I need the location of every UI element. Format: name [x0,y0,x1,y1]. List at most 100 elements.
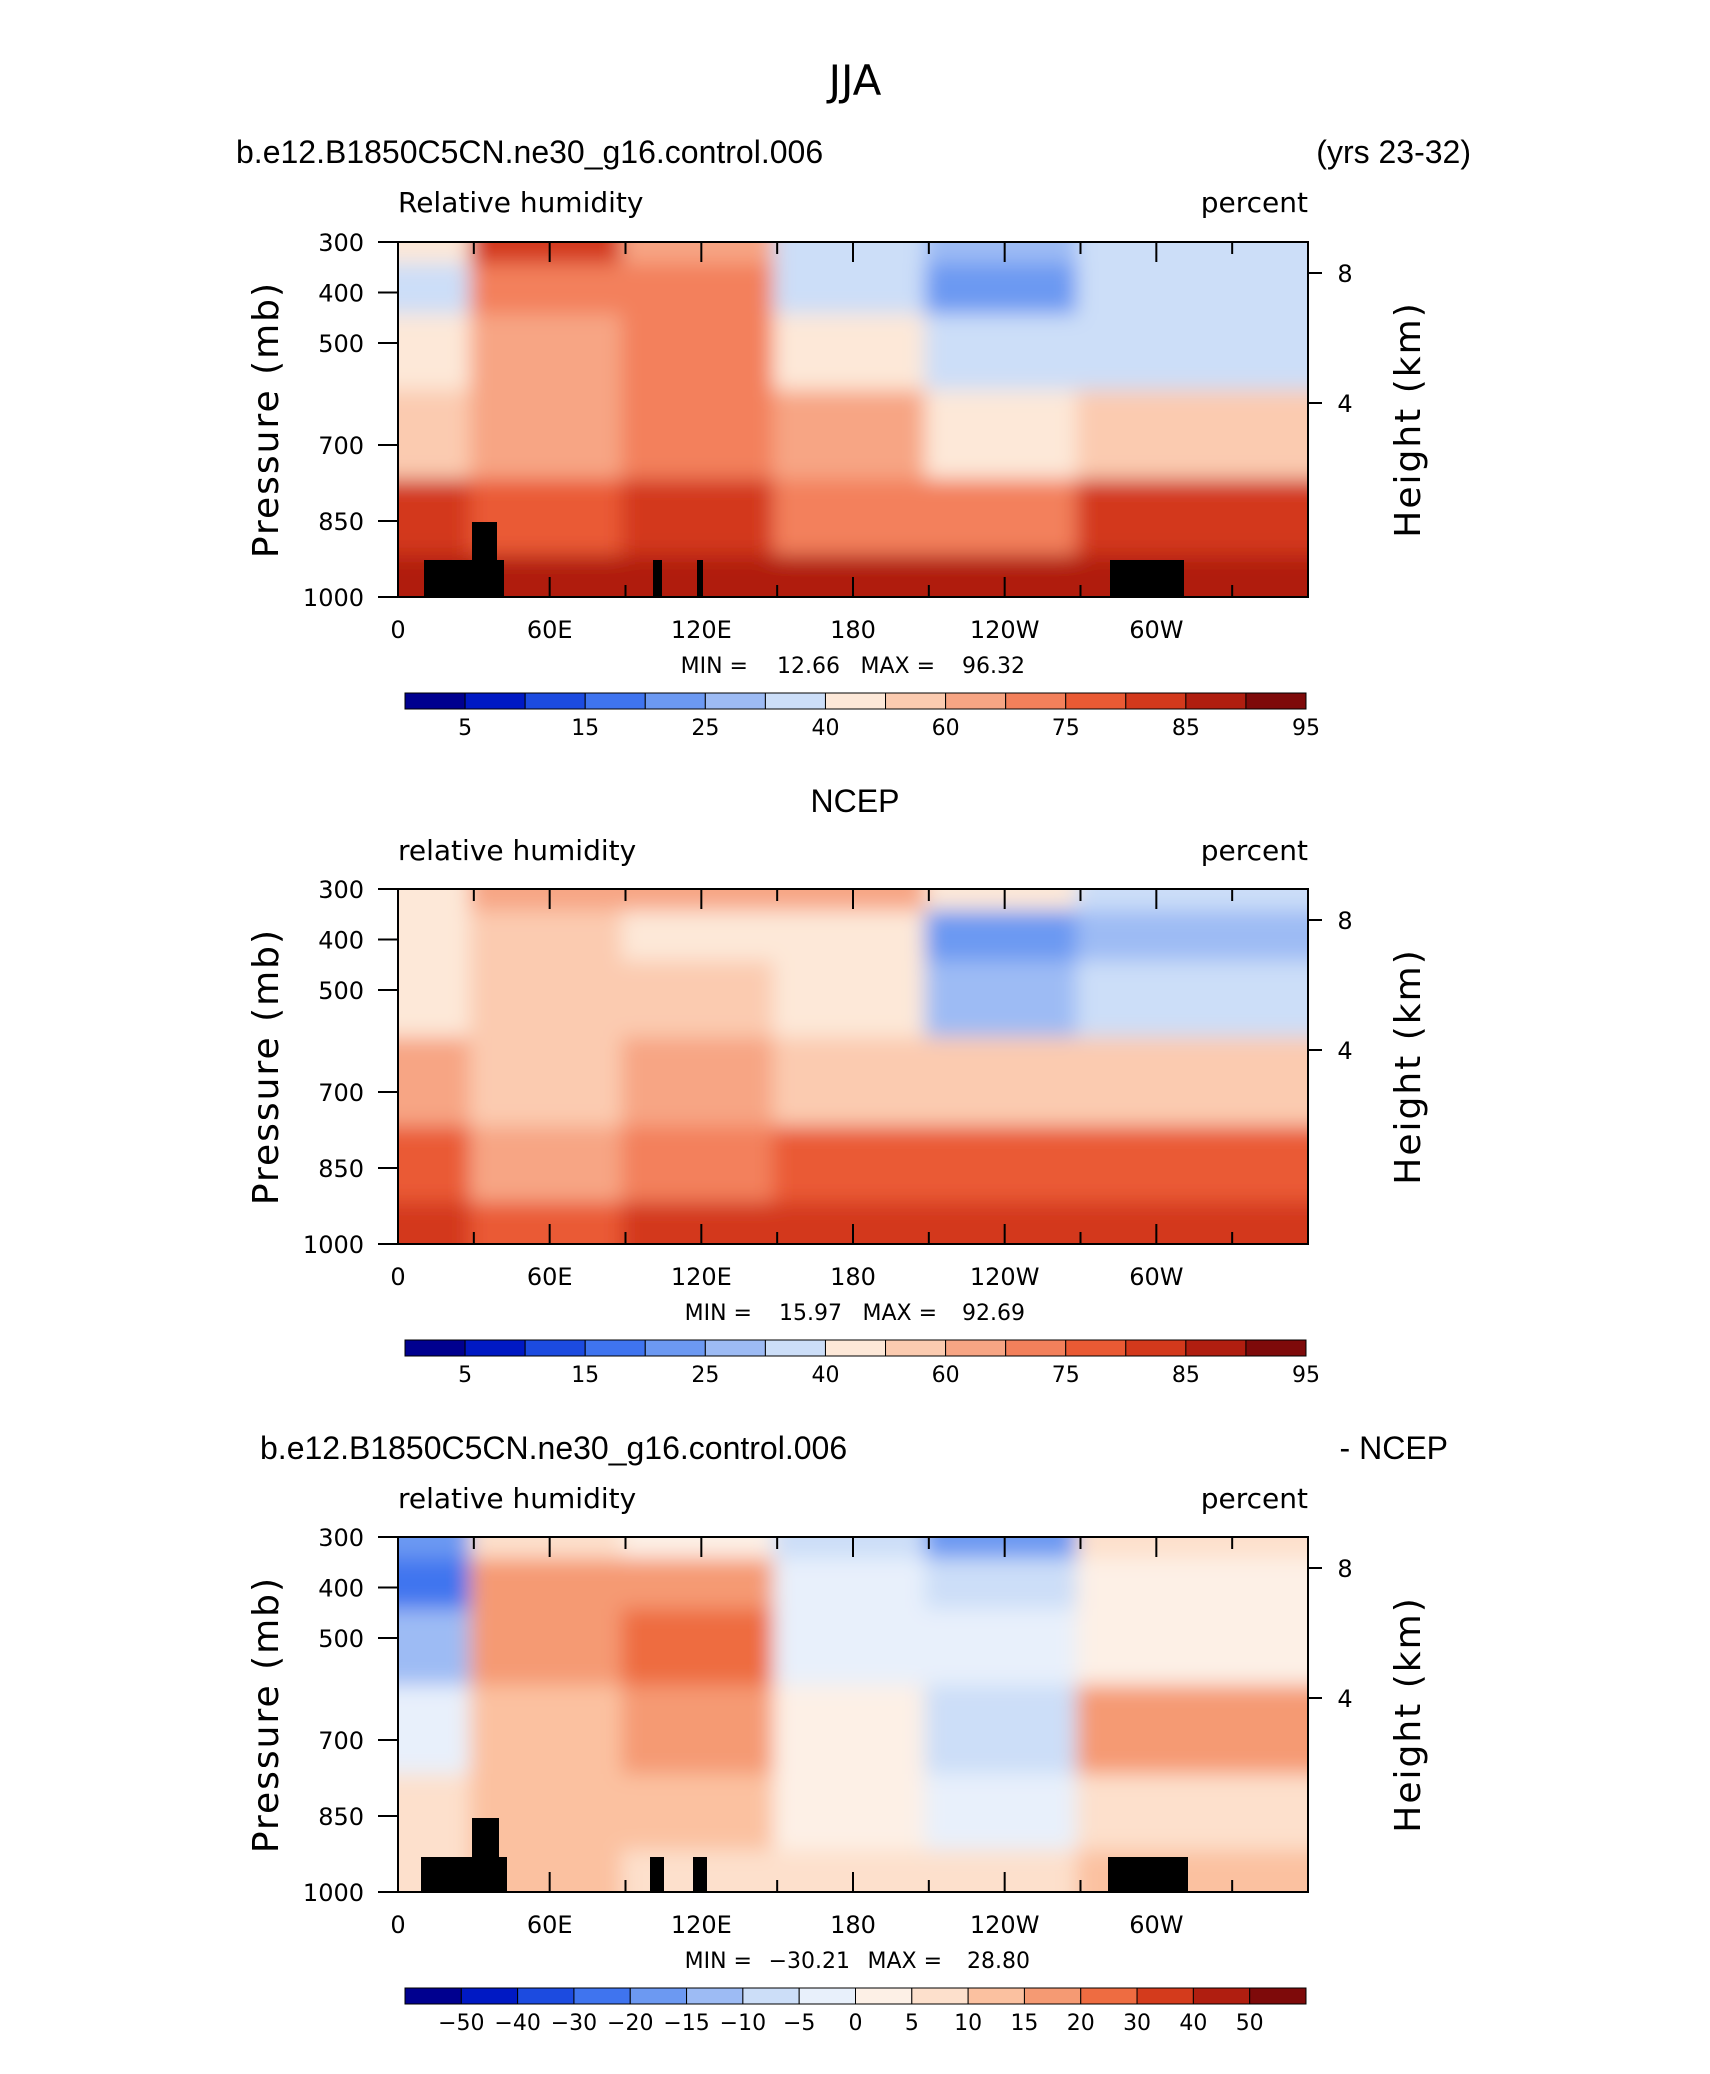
pressure-tick-label: 400 [318,1575,364,1603]
lon-tick-label: 60E [527,1263,573,1291]
colorbar-swatch [517,1987,575,2005]
field-cell [398,390,478,487]
panel-3-right-title: - NCEP [1340,1430,1448,1466]
field-cell [1076,1037,1308,1134]
panel-1-plot-field [398,242,1308,597]
panel-3-colorbar: −50 −40 −30 −20 −15 −10 −5 0 5 10 15 20 30 40 50 [404,1987,1307,2036]
colorbar-swatch [1192,1987,1251,2005]
panel-1-terrain-block [424,560,504,597]
field-cell [469,1037,630,1134]
pressure-tick-label: 1000 [303,1231,364,1259]
panel-1-terrain-block [1110,560,1184,597]
panel-3-left-title: b.e12.B1850C5CN.ne30_g16.control.006 [260,1430,847,1466]
lon-tick-label: 60E [527,616,573,644]
colorbar-label: 20 [1067,2011,1095,2036]
y2-axis-title: Height (km) [1388,948,1429,1184]
colorbar-swatch [945,1339,1007,1357]
colorbar-swatch [686,1987,744,2005]
colorbar-label: 60 [932,1363,960,1388]
panel-1-terrain-block [653,560,662,597]
lon-tick-label: 120E [671,616,732,644]
field-cell [398,1202,478,1244]
colorbar-label: −15 [663,2011,709,2036]
panel-1-units-label: percent [1201,186,1308,219]
colorbar-swatch [824,692,887,710]
panel-3-axes: 300 400 500 700 850 1000 8 4 0 60E 120E 180 120W 60W P… [246,1524,1429,1939]
field-cell [398,1685,478,1782]
field-cell [398,960,478,1045]
panel-2-max-value: 92.69 [962,1301,1025,1326]
field-cell [1076,1558,1308,1617]
lon-tick-label: 120W [970,616,1040,644]
colorbar-swatch [742,1987,800,2005]
field-cell [469,1608,630,1693]
colorbar-swatch [1245,1339,1307,1357]
panel-3-terrain-block [693,1857,707,1892]
colorbar-swatch [885,692,947,710]
pressure-tick-label: 500 [318,1625,364,1653]
colorbar-label: 15 [1010,2011,1038,2036]
field-cell [924,390,1085,487]
field-cell [469,313,630,398]
colorbar-swatch [1065,1339,1127,1357]
y-axis-title: Pressure (mb) [246,928,287,1205]
lon-tick-label: 180 [830,1263,876,1291]
field-cell [1076,390,1308,487]
field-cell [773,479,933,563]
colorbar-label: 5 [458,1363,472,1388]
field-cell [469,1126,630,1210]
panel-1-right-title: (yrs 23-32) [1316,134,1471,170]
field-cell [924,960,1085,1045]
colorbar-swatch [824,1339,887,1357]
lon-tick-label: 60W [1129,1911,1183,1939]
panel-1-left-title: b.e12.B1850C5CN.ne30_g16.control.006 [236,134,823,170]
season-title: JJA [826,56,882,105]
colorbar-label: 5 [458,716,472,741]
field-cell [773,1774,933,1858]
colorbar-swatch [1125,692,1187,710]
field-cell [398,1608,478,1693]
field-cell [773,910,933,969]
panel-2-variable-label: relative humidity [398,834,636,867]
colorbar-label: 40 [811,1363,839,1388]
colorbar-swatch [704,692,766,710]
field-cell [924,313,1085,398]
colorbar-swatch [644,1339,706,1357]
panel-3-variable-label: relative humidity [398,1482,636,1515]
colorbar-label: −10 [720,2011,766,2036]
field-cell [621,1774,782,1858]
colorbar-swatch [1185,1339,1247,1357]
lon-tick-label: 60E [527,1911,573,1939]
field-cell [924,910,1085,969]
field-cell [1076,1774,1308,1858]
pressure-tick-label: 1000 [303,584,364,612]
field-cell [773,1037,933,1134]
field-cell [1076,1202,1308,1244]
pressure-tick-label: 850 [318,1803,364,1831]
lon-tick-label: 180 [830,1911,876,1939]
field-cell [924,1037,1085,1134]
field-cell [924,1685,1085,1782]
panel-1-max-value: 96.32 [962,654,1025,679]
panel-1-topography [424,522,1184,597]
lon-tick-label: 180 [830,616,876,644]
colorbar-swatch [911,1987,969,2005]
panel-2-plot-field [398,889,1308,1244]
colorbar-label: −20 [607,2011,653,2036]
colorbar-swatch [798,1987,856,2005]
colorbar-swatch [524,692,586,710]
pressure-tick-label: 700 [318,1079,364,1107]
lon-tick-label: 60W [1129,616,1183,644]
colorbar-swatch [629,1987,688,2005]
panel-1-min-value: 12.66 [777,654,840,679]
lon-tick-label: 120W [970,1263,1040,1291]
field-cell [469,1558,630,1617]
pressure-tick-label: 500 [318,330,364,358]
panel-2-center-title: NCEP [811,783,900,819]
field-cell [398,1037,478,1134]
panel-3-terrain-block [1108,1857,1188,1892]
colorbar-swatch [885,1339,947,1357]
colorbar-swatch [404,692,466,710]
panel-1-terrain-block [472,522,497,562]
